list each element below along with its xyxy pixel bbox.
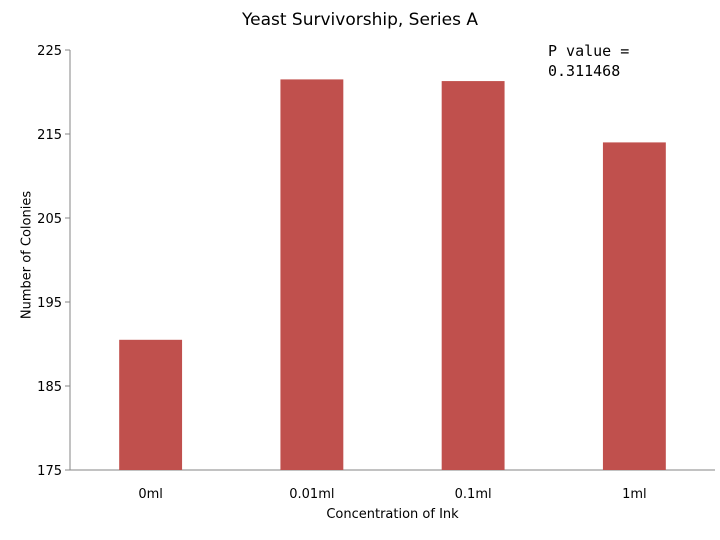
x-tick-label: 0.1ml — [455, 487, 492, 502]
bar — [280, 79, 344, 471]
y-tick-label: 185 — [37, 380, 62, 395]
chart-title: Yeast Survivorship, Series A — [242, 10, 478, 30]
x-tick-label: 1ml — [622, 487, 647, 502]
p-value-label: P value = — [548, 42, 630, 60]
bar — [119, 339, 183, 470]
y-tick-label: 225 — [37, 44, 62, 59]
x-tick-label: 0ml — [138, 487, 163, 502]
y-tick-label: 195 — [37, 296, 62, 311]
y-tick-label: 205 — [37, 212, 62, 227]
y-tick-label: 175 — [37, 464, 62, 479]
p-value-annotation: P value = 0.311468 — [548, 41, 658, 81]
bar — [441, 81, 505, 470]
y-tick-label: 215 — [37, 128, 62, 143]
bar — [602, 142, 666, 470]
p-value-number: 0.311468 — [548, 62, 621, 80]
x-axis-label: Concentration of Ink — [326, 507, 459, 522]
x-tick-label: 0.01ml — [289, 487, 334, 502]
